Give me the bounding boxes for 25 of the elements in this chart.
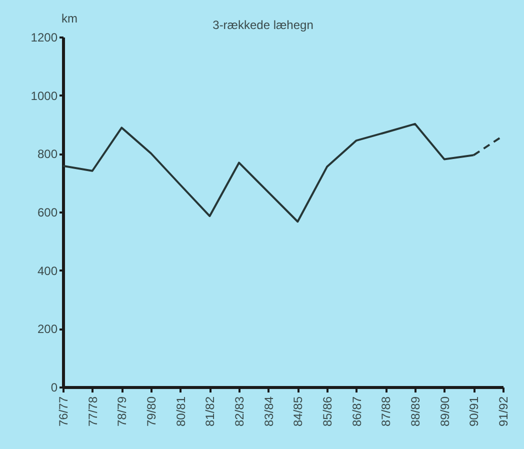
x-tick-label: 84/85 [291,396,306,427]
x-tick-label: 86/87 [350,396,364,427]
y-tick-label: 600 [37,206,58,220]
x-tick-label: 82/83 [232,396,246,427]
x-tick-label: 90/91 [467,396,482,427]
y-tick-label: 800 [37,147,58,162]
y-tick-label: 1200 [30,30,58,44]
x-tick-label: 77/78 [86,396,100,427]
x-tick-label: 79/80 [144,396,158,427]
x-tick-label: 85/86 [320,396,334,427]
x-tick-label: 87/88 [379,396,394,427]
y-tick-label: 0 [50,380,58,394]
x-tick-label: 88/89 [408,396,422,427]
y-tick-label: 400 [37,264,58,278]
x-tick-label: 76/77 [56,396,70,427]
x-tick-label: 78/79 [115,396,130,427]
y-tick-label: 200 [37,322,58,336]
x-tick-label: 91/92 [496,396,510,427]
y-tick-label: 1000 [30,88,58,103]
chart-title: 3-rækkede læhegn [212,18,314,32]
x-tick-label: 83/84 [262,396,276,427]
y-axis-title: km [62,12,78,26]
x-tick-label: 89/90 [438,396,452,427]
x-tick-label: 81/82 [203,396,218,427]
x-tick-label: 80/81 [174,396,188,427]
